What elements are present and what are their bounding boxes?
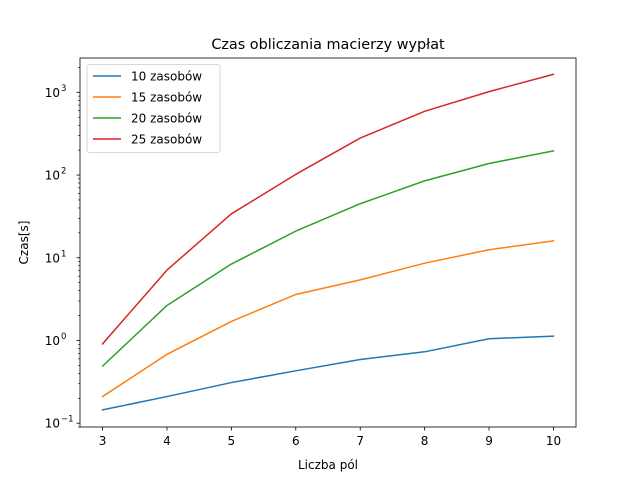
series-lines	[101, 73, 555, 411]
y-tick-base: 10	[45, 251, 60, 265]
x-tick-label: 7	[356, 434, 364, 448]
x-tick-label: 3	[99, 434, 107, 448]
legend-label-1: 15 zasobów	[131, 91, 202, 105]
x-tick-label: 10	[546, 434, 561, 448]
x-tick-label: 4	[163, 434, 171, 448]
legend-box	[86, 64, 221, 153]
y-tick-label: 10	[45, 251, 60, 265]
y-axis-label: Czas[s]	[17, 221, 31, 265]
legend-label-0: 10 zasobów	[131, 70, 202, 84]
y-tick-exponent: 0	[61, 332, 66, 342]
x-tick-label: 5	[228, 434, 236, 448]
y-tick-exponent: 2	[61, 167, 66, 177]
legend-label-3: 25 zasobów	[131, 133, 202, 147]
y-tick-label: 10	[45, 417, 60, 431]
x-tick-label: 6	[292, 434, 300, 448]
legend: 10 zasobów 15 zasobów 20 zasobów 25 zasobów	[86, 64, 221, 153]
y-tick-exponent: −1	[61, 415, 74, 425]
axes-frame	[79, 57, 577, 428]
x-tick-label: 9	[485, 434, 493, 448]
legend-label-2: 20 zasobów	[131, 112, 202, 126]
chart-title: Czas obliczania macierzy wypłat	[211, 37, 445, 53]
x-axis-ticks: 3 4 5 6 7 8 9 10	[99, 427, 561, 448]
series-line-2	[101, 149, 555, 368]
y-tick-label: 10	[45, 334, 60, 348]
series-line-0	[101, 335, 555, 411]
x-axis-label: Liczba pól	[298, 458, 358, 472]
y-tick-label: 10	[45, 169, 60, 183]
x-tick-label: 8	[421, 434, 429, 448]
y-tick-base: 10	[45, 334, 60, 348]
series-line-3	[101, 73, 555, 345]
y-tick-exponent: 3	[61, 84, 66, 94]
y-tick-label: 10	[45, 86, 60, 100]
y-tick-base: 10	[45, 169, 60, 183]
y-tick-exponent: 1	[61, 249, 66, 259]
y-tick-base: 10	[45, 86, 60, 100]
series-line-1	[101, 240, 555, 398]
y-tick-base: 10	[45, 417, 60, 431]
